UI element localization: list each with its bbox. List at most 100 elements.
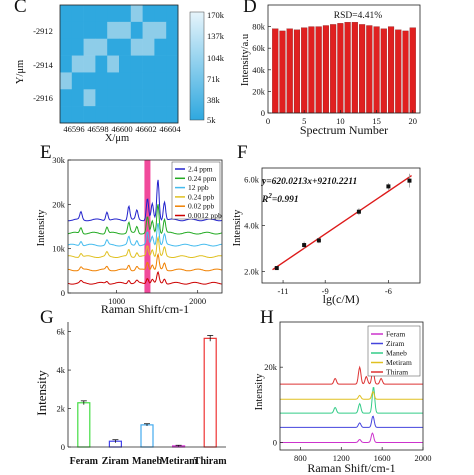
f-point [316, 238, 321, 243]
f-r2-value: =0.991 [272, 195, 299, 205]
cbar-tick-5: 38k [207, 95, 221, 105]
h-series-line [280, 415, 423, 428]
heatmap-cell [60, 38, 73, 56]
e-ytick-label: 10k [52, 244, 66, 254]
d-bar [279, 30, 286, 114]
e-legend-label: 0.0012 ppb [188, 211, 222, 220]
heatmap-cell [119, 5, 132, 23]
heatmap-cell [107, 55, 120, 73]
cbar-tick-4: 71k [207, 74, 221, 84]
e-ytick-label: 0 [61, 288, 65, 298]
d-xtick-label: 15 [372, 116, 381, 126]
heatmap-cell [95, 5, 108, 23]
d-frame [267, 4, 421, 114]
heatmap-cell [95, 21, 108, 40]
e-series-line [67, 222, 222, 247]
e-legend-label: 0.24 ppm [188, 174, 217, 183]
heatmap-cell [154, 55, 167, 73]
heatmap-cell [166, 89, 179, 107]
c-xtick-2: 46598 [87, 124, 108, 134]
heatmap-cell [107, 21, 120, 40]
heatmap-cell [107, 72, 120, 90]
e-highlight-band [144, 160, 151, 293]
e-ylabel: Intensity [36, 209, 47, 246]
heatmap-cell [95, 72, 108, 90]
e-ytick-label: 30k [52, 155, 66, 165]
h-legend-label: Maneb [386, 349, 407, 358]
g-bar [203, 337, 217, 448]
d-bar [308, 26, 315, 114]
d-bar [344, 22, 351, 114]
e-xtick-label: 1000 [108, 296, 125, 306]
d-axes: 0 20k 40k 60k 80k 0 5 10 15 20 Spectrum Number Inte… [240, 4, 421, 137]
d-bar [402, 30, 409, 114]
heatmap-cell [95, 106, 108, 124]
heatmap-cell [130, 38, 143, 56]
heatmap-cell [142, 38, 155, 56]
f-plot: 2.0k 4.0k 6.0k -11 -9 -6 lg(c/M) Intensity [232, 167, 421, 306]
h-legend-label: Ziram [386, 339, 404, 348]
heatmap-cell [154, 89, 167, 107]
heatmap-cell [107, 38, 120, 56]
e-series-line [67, 271, 222, 285]
heatmap-cell [166, 72, 179, 90]
h-legend-label: Metiram [386, 358, 412, 367]
heatmap-cell [119, 106, 132, 124]
f-ytick-label: 4.0k [244, 221, 260, 231]
heatmap-cell [130, 106, 143, 124]
f-ytick-label: 2.0k [244, 267, 260, 277]
h-series-line [280, 391, 423, 400]
e-legend-label: 2.4 ppm [188, 165, 213, 174]
h-xtick-label: 1600 [374, 453, 391, 463]
heatmap-cell [60, 5, 73, 23]
heatmap-cell [154, 21, 167, 40]
heatmap-cell [142, 55, 155, 73]
heatmap-cell [60, 21, 73, 40]
h-plot: 0 20k 800 1200 1600 2000 Raman Shift/cm-1 Inten… [254, 321, 432, 475]
c-xtick-1: 46596 [63, 124, 84, 134]
heatmap-cell [130, 89, 143, 107]
h-legend-label: Feram [386, 330, 405, 339]
h-ytick-label: 0 [273, 437, 277, 447]
heatmap-cell [154, 72, 167, 90]
e-legend-label: 0.02 ppb [188, 202, 215, 211]
e-series-line [68, 235, 222, 258]
c-ylabel: Y/μm [15, 60, 26, 84]
panel-letter-c: C [14, 0, 27, 17]
heatmap-cell [142, 106, 155, 124]
heatmap-cell [71, 5, 84, 23]
heatmap-cell [95, 89, 108, 107]
c-xlabel: X/μm [105, 133, 129, 144]
f-ytick-label: 6.0k [244, 175, 260, 185]
heatmap-cell [71, 38, 84, 56]
heatmap-cell [142, 21, 155, 40]
d-bar [380, 28, 387, 114]
cbar-tick-1: 170k [207, 10, 225, 20]
d-bar [359, 24, 366, 114]
heatmap-cell [71, 89, 84, 107]
heatmap-cell [154, 5, 167, 23]
d-xtick-label: 0 [266, 116, 270, 126]
g-category-label: Maneb [132, 456, 162, 467]
panel-letter-h: H [260, 307, 274, 328]
heatmap-cell [71, 72, 84, 90]
f-xtick-label: -6 [385, 286, 392, 296]
f-point [274, 266, 279, 271]
heatmap-cell [130, 5, 143, 23]
g-ytick-label: 0 [61, 442, 65, 452]
heatmap-cell [71, 106, 84, 124]
heatmap-cell [60, 72, 73, 90]
f-xtick-label: -11 [278, 286, 289, 296]
heatmap-cell [95, 38, 108, 56]
heatmap-cell [83, 89, 96, 107]
c-xtick-5: 46604 [159, 124, 181, 134]
f-equation: y=620.0213x+9210.2211 [261, 177, 357, 187]
g-category-label: Feram [70, 456, 99, 467]
heatmap-cell [60, 106, 73, 124]
heatmap-cell [83, 5, 96, 23]
cbar-tick-2: 137k [207, 31, 225, 41]
d-bar [330, 24, 337, 114]
